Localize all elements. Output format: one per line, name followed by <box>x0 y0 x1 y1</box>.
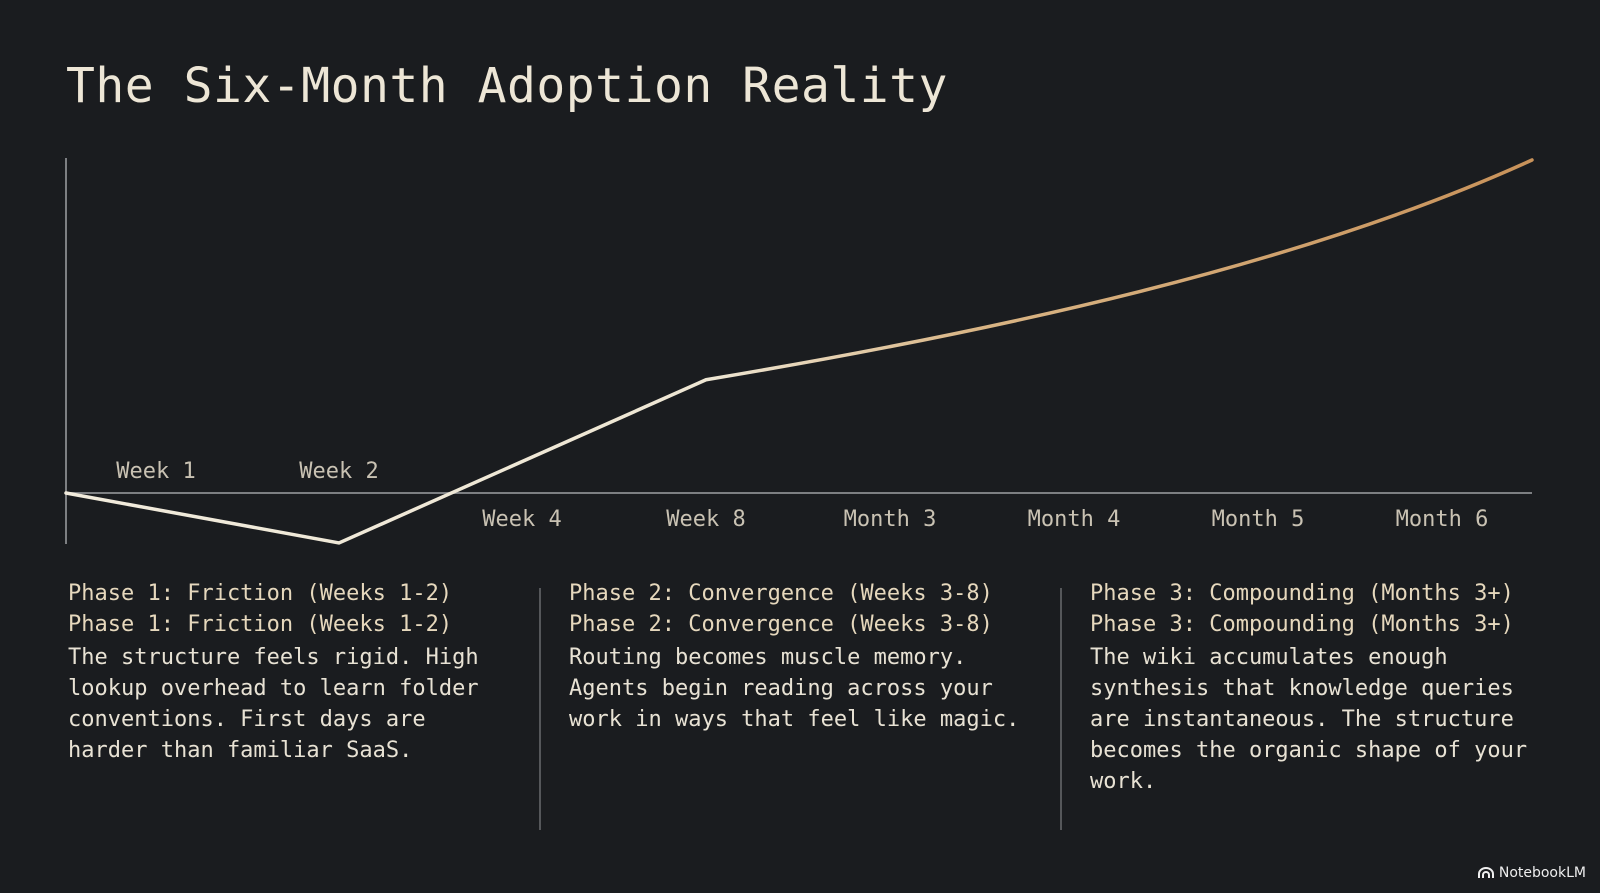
phase-2: Phase 2: Convergence (Weeks 3-8) Phase 2… <box>569 578 1029 735</box>
phase-1-title: Phase 1: Friction (Weeks 1-2) <box>68 581 453 606</box>
phase-2-title-repeat: Phase 2: Convergence (Weeks 3-8) <box>569 612 993 637</box>
phase-2-title: Phase 2: Convergence (Weeks 3-8) <box>569 581 993 606</box>
phase-3-title: Phase 3: Compounding (Months 3+) <box>1090 581 1514 606</box>
x-tick-label: Month 5 <box>1212 507 1305 532</box>
notebooklm-logo-icon <box>1477 867 1494 878</box>
x-tick-label: Week 1 <box>116 459 195 484</box>
x-tick-label: Month 4 <box>1028 507 1121 532</box>
phase-2-description: Routing becomes muscle memory. Agents be… <box>569 645 1020 732</box>
x-tick-label: Week 4 <box>482 507 561 532</box>
x-tick-label: Month 6 <box>1396 507 1489 532</box>
phase-3-description: The wiki accumulates enough synthesis th… <box>1090 645 1528 794</box>
adoption-curve-line <box>64 158 1534 545</box>
phase-1: Phase 1: Friction (Weeks 1-2) Phase 1: F… <box>68 578 498 766</box>
phase-3-title-repeat: Phase 3: Compounding (Months 3+) <box>1090 612 1514 637</box>
x-tick-label: Week 8 <box>666 507 745 532</box>
phase-1-description: The structure feels rigid. High lookup o… <box>68 645 479 763</box>
phase-divider-2 <box>1060 588 1062 830</box>
phase-divider-1 <box>539 588 541 830</box>
phase-3: Phase 3: Compounding (Months 3+) Phase 3… <box>1090 578 1540 797</box>
brand-label: NotebookLM <box>1498 865 1586 881</box>
brand-mark: NotebookLM <box>1477 865 1586 881</box>
phase-1-title-repeat: Phase 1: Friction (Weeks 1-2) <box>68 612 453 637</box>
x-tick-label: Week 2 <box>299 459 378 484</box>
x-tick-label: Month 3 <box>844 507 937 532</box>
page-title: The Six-Month Adoption Reality <box>66 58 948 114</box>
adoption-chart: Week 1 Week 2 Week 4 Week 8 Month 3 Month 4 Mo… <box>64 158 1534 545</box>
